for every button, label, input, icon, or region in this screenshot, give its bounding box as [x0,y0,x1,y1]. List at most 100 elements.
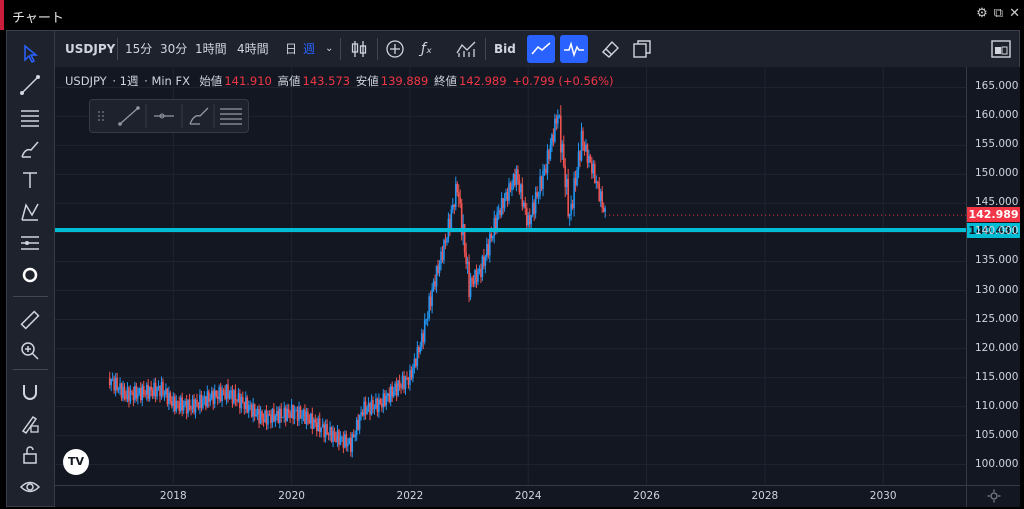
candle-body [518,180,521,193]
candle-body [426,318,429,320]
eye-icon[interactable] [19,476,41,498]
price-axis[interactable]: 142.989 140.431 165.000 160.000 155.000 150… [966,67,1020,485]
indicators-icon[interactable] [455,39,477,59]
candle-body [138,388,141,393]
interval-1h[interactable]: 1時間 [195,42,227,56]
symbol-button[interactable]: USDJPY [65,42,116,56]
add-indicator-icon[interactable] [385,39,405,59]
candle-body [243,402,246,409]
trendline-icon[interactable] [118,106,140,126]
candle-body [459,197,462,204]
candle-body [194,399,197,413]
measure-lines-icon[interactable] [19,232,41,254]
layout-icon[interactable] [631,38,653,60]
brush-icon[interactable] [189,107,209,125]
axis-corner [966,485,1020,507]
interval-15m[interactable]: 15分 [125,42,153,56]
candle-body [601,191,603,208]
lock-drawing-icon[interactable] [19,413,41,435]
candle-body [188,399,191,409]
candle-body [434,281,436,287]
bid-button[interactable]: Bid [494,42,516,56]
x-tick-label: 2026 [633,490,660,502]
drag-handle-icon[interactable] [98,111,104,121]
candle-body [409,370,411,385]
candle-body [571,203,574,209]
candle-body [486,244,488,257]
chevron-down-icon[interactable]: ⌄ [325,43,334,54]
candle-body [388,393,391,402]
time-axis[interactable]: 2018 2020 2022 2024 2026 2028 2030 [55,485,966,507]
pattern-icon[interactable] [19,201,41,223]
window-layout-icon[interactable] [989,37,1013,61]
candle-body [255,414,257,417]
candle-body [432,281,435,290]
legend-high-label: 高値 [277,74,301,88]
candle-body [219,387,222,401]
ruler-icon[interactable] [19,309,41,331]
brush-icon[interactable] [19,138,41,160]
interval-4h[interactable]: 4時間 [237,42,269,56]
candle-body [508,183,510,201]
chart-settings-icon[interactable] [987,489,1001,503]
candle-body [420,333,423,347]
candle-body [227,384,229,399]
trend-mode-button[interactable] [527,35,555,63]
circle-icon[interactable] [19,264,41,286]
candle-body [463,224,466,253]
settings-icon[interactable]: ⚙ [976,6,988,21]
candle-body [289,412,291,418]
candle-body [378,399,380,413]
candle-body [116,377,118,391]
eraser-icon[interactable] [599,38,621,60]
candle-body [196,399,198,404]
candle-body [564,165,567,188]
interval-30m[interactable]: 30分 [160,42,188,56]
unlock-icon[interactable] [19,444,41,466]
cursor-icon[interactable] [19,43,41,65]
candle-body [230,390,232,394]
candle-body [267,413,269,425]
interval-day[interactable]: 日 [285,42,298,56]
candle-body [308,419,311,424]
candles-icon[interactable] [349,39,369,59]
pulse-mode-button[interactable] [560,35,588,63]
candle-body [323,424,325,438]
function-icon[interactable]: ƒₓ [421,41,433,57]
candle-body [488,233,491,256]
candle-body [324,424,327,438]
candle-body [400,386,402,388]
fib-lines-icon[interactable] [19,106,41,128]
candle-body [418,347,420,353]
candle-body [333,430,336,437]
chart-plot[interactable] [55,67,966,485]
magnet-icon[interactable] [19,381,41,403]
candle-body [330,427,333,443]
candle-body [586,144,589,163]
candle-body [416,347,419,367]
trendline-icon[interactable] [19,74,41,96]
pulse-icon [564,41,584,58]
popout-icon[interactable]: ⧉ [993,6,1004,21]
candle-body [225,384,228,399]
candle-body [298,407,300,421]
interval-week[interactable]: 週 [303,42,316,56]
lines-icon[interactable] [220,108,242,125]
candle-body [517,169,519,181]
horizontal-ray-icon[interactable] [154,113,174,119]
y-tick-label: 135.000 [975,254,1019,267]
candle-body [552,134,555,142]
candle-body [280,408,283,418]
zoom-in-icon[interactable] [19,340,41,362]
candle-body [389,386,392,402]
candle-body [367,403,370,408]
candle-body [428,296,430,319]
y-tick-label: 145.000 [975,196,1019,209]
candle-body [539,176,541,195]
candle-body [190,408,192,410]
price-chart[interactable]: USDJPY · 1週 · Min FX 始値 141.910 高値 143.573… [55,67,966,485]
candle-body [437,265,439,273]
candle-body [570,203,572,214]
close-icon[interactable]: ✕ [1009,6,1020,21]
text-icon[interactable] [19,169,41,191]
